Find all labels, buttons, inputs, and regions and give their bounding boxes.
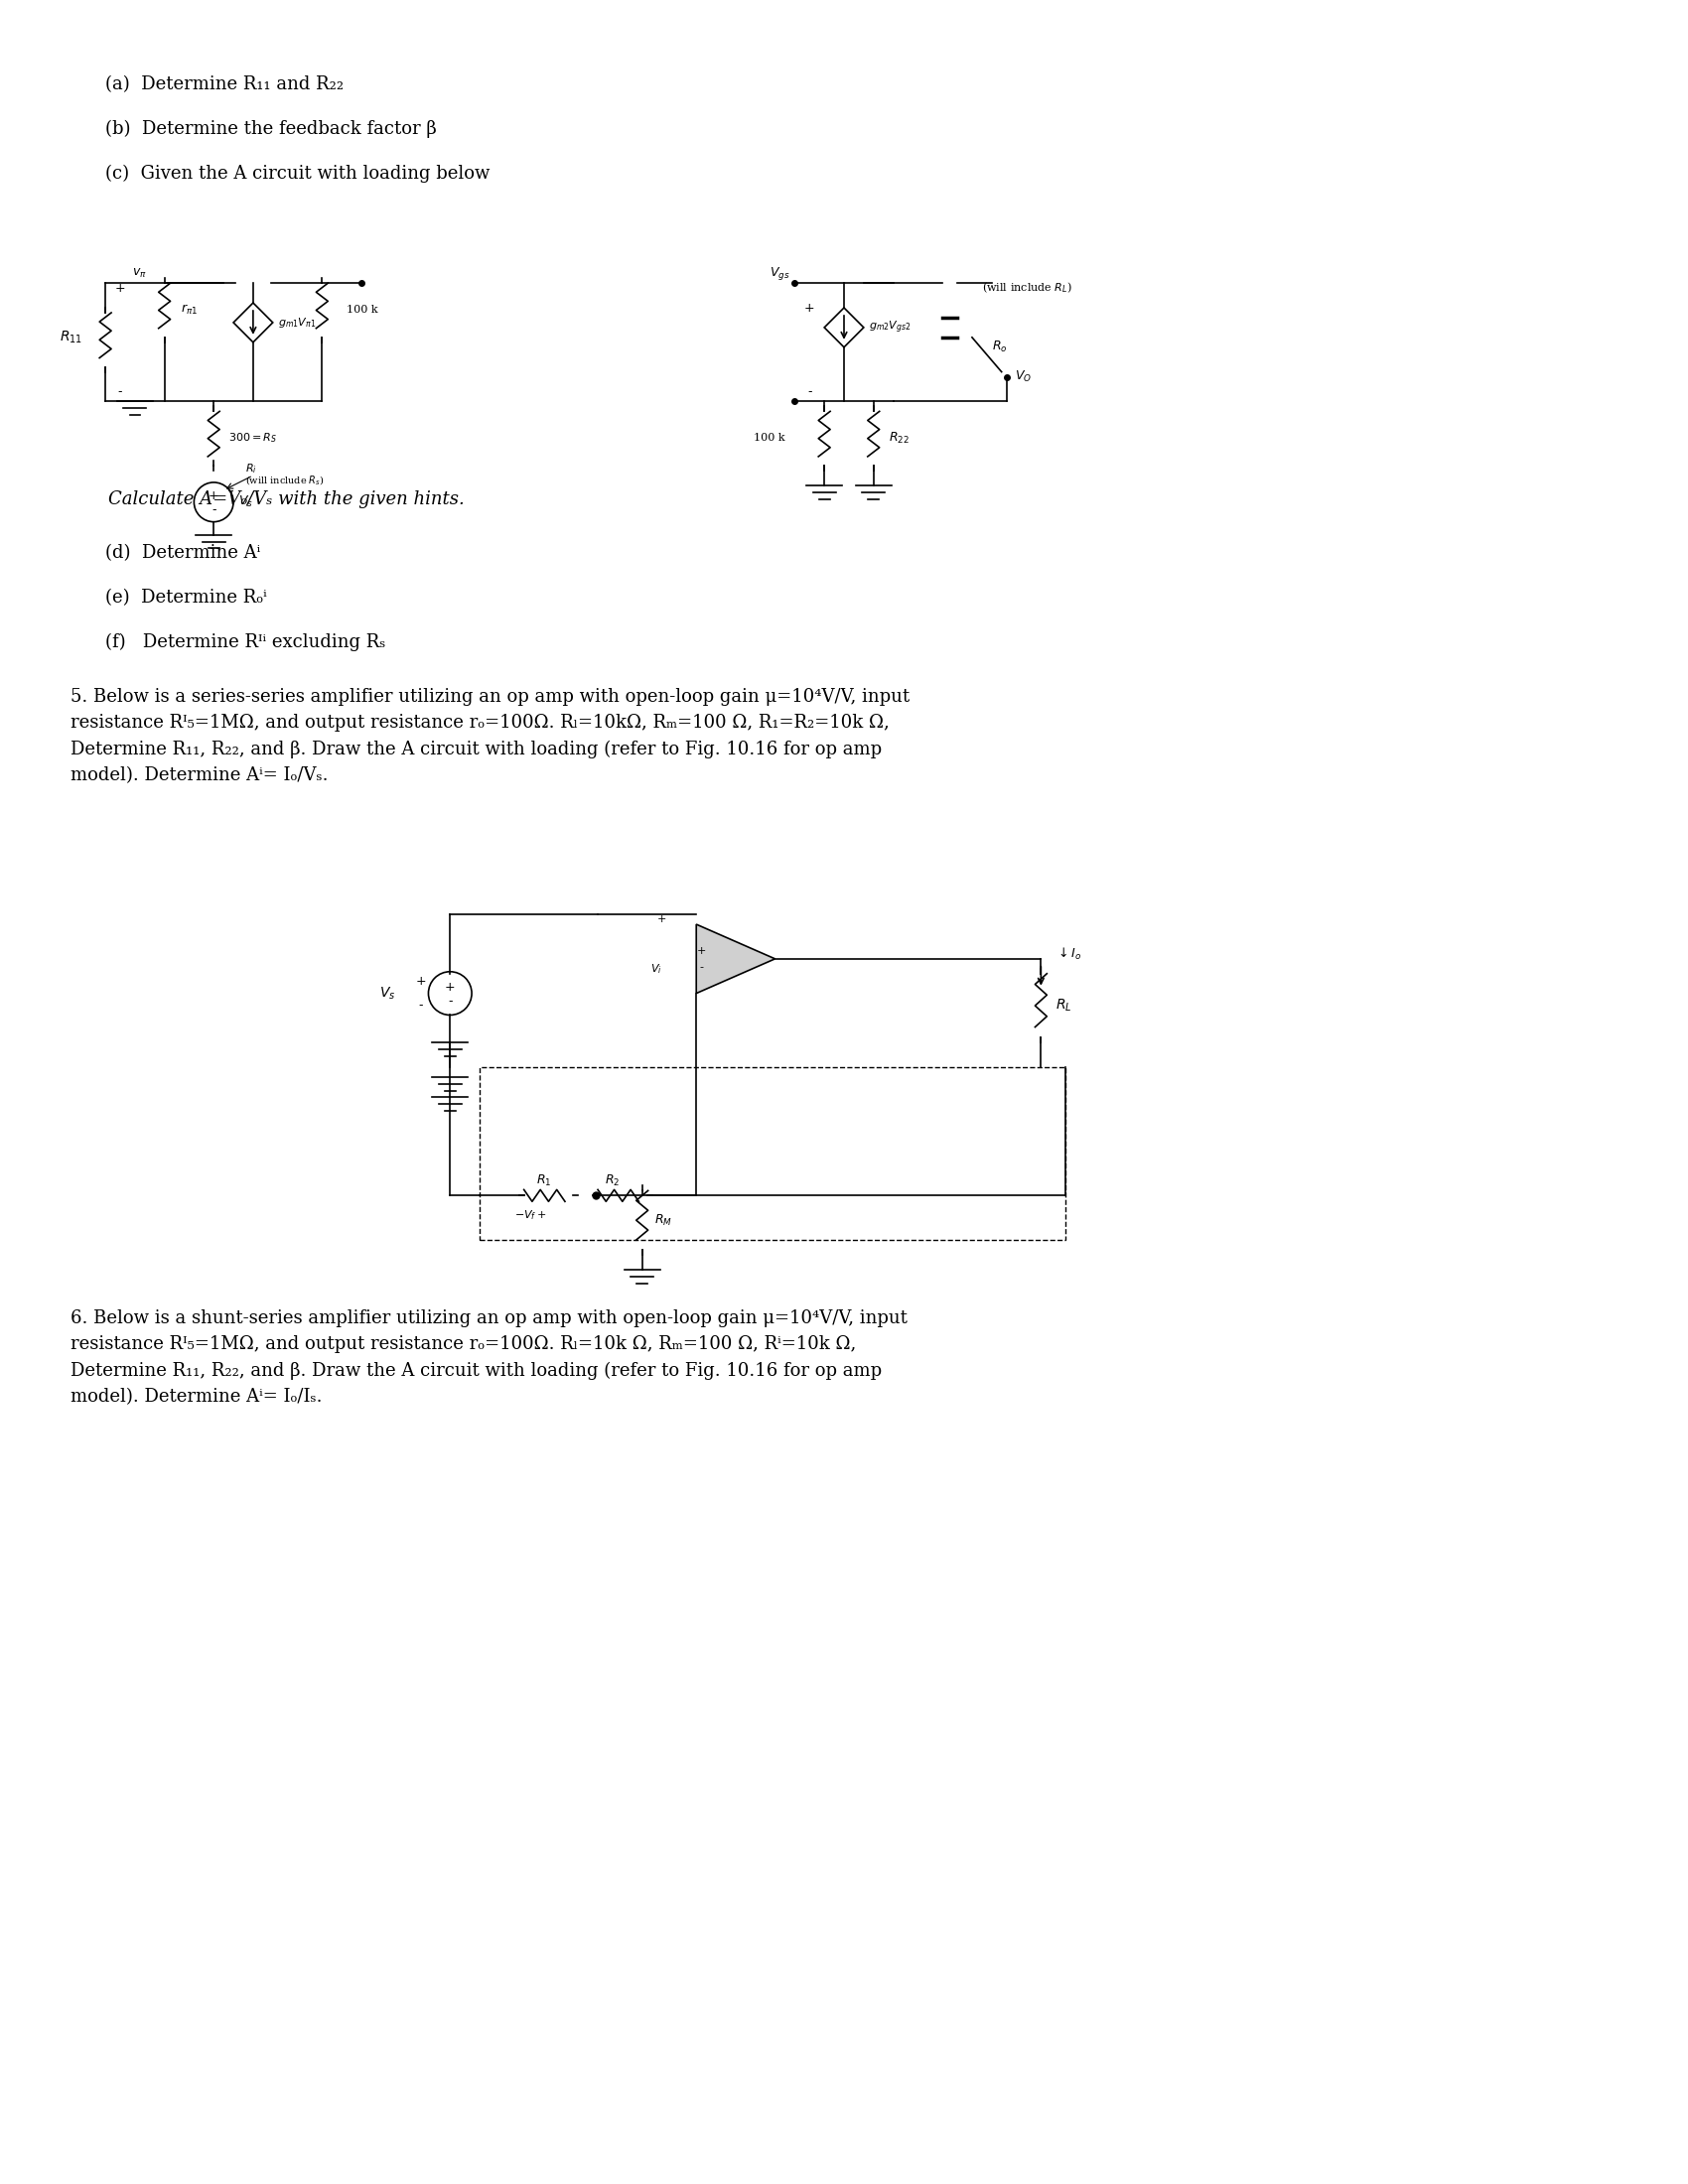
Text: (will include $R_s$): (will include $R_s$) [245,474,324,487]
Text: $V_{gs}$: $V_{gs}$ [770,264,790,282]
Text: $R_i$: $R_i$ [245,461,257,476]
Text: (f)   Determine Rᴵⁱ excluding Rₛ: (f) Determine Rᴵⁱ excluding Rₛ [105,633,387,651]
Text: +: + [803,301,815,314]
Text: -: - [447,994,452,1007]
Text: $R_{22}$: $R_{22}$ [888,430,910,446]
Text: +: + [697,946,706,957]
Text: +: + [415,974,425,987]
Text: -: - [211,505,216,515]
Text: +: + [657,915,667,924]
Text: -: - [419,998,422,1011]
Text: (will include $R_L$): (will include $R_L$) [982,282,1072,295]
Text: -: - [118,384,123,397]
Text: Calculate A=Vₒ/Vₛ with the given hints.: Calculate A=Vₒ/Vₛ with the given hints. [86,489,464,509]
Text: 5. Below is a series-series amplifier utilizing an op amp with open-loop gain μ=: 5. Below is a series-series amplifier ut… [71,688,910,784]
Text: $300=R_S$: $300=R_S$ [228,430,277,446]
Polygon shape [695,924,775,994]
Text: 100 k: 100 k [346,306,378,314]
Bar [479,1068,1065,1241]
Text: (e)  Determine Rₒⁱ: (e) Determine Rₒⁱ [105,590,267,607]
Text: +: + [115,282,125,295]
Text: $g_{m1}V_{\pi 1}$: $g_{m1}V_{\pi 1}$ [279,317,316,330]
Text: (b)  Determine the feedback factor β: (b) Determine the feedback factor β [105,120,437,138]
Text: +: + [446,981,456,994]
Text: $R_{11}$: $R_{11}$ [59,330,83,345]
Text: $V_i$: $V_i$ [650,961,662,976]
Text: 100 k: 100 k [753,432,785,443]
Text: 6. Below is a shunt-series amplifier utilizing an op amp with open-loop gain μ=1: 6. Below is a shunt-series amplifier uti… [71,1308,908,1406]
Text: $\downarrow I_o$: $\downarrow I_o$ [1055,946,1082,961]
Text: $R_M$: $R_M$ [653,1212,672,1227]
Text: +: + [208,489,219,502]
Text: (c)  Given the A circuit with loading below: (c) Given the A circuit with loading bel… [105,164,490,183]
Text: $-V_f+$: $-V_f+$ [515,1208,547,1223]
Text: $v_\pi$: $v_\pi$ [132,266,147,280]
Text: (d)  Determine Aⁱ: (d) Determine Aⁱ [105,544,260,563]
Text: -: - [699,961,704,972]
Text: $V_s$: $V_s$ [380,985,397,1002]
Text: $r_{\pi 1}$: $r_{\pi 1}$ [181,304,197,317]
Text: $R_o$: $R_o$ [993,341,1008,354]
Text: $R_L$: $R_L$ [1055,998,1072,1013]
Text: (a)  Determine R₁₁ and R₂₂: (a) Determine R₁₁ and R₂₂ [105,76,344,94]
Text: -: - [807,384,812,397]
Text: $R_1$: $R_1$ [537,1173,552,1188]
Text: $g_{m2}V_{gs2}$: $g_{m2}V_{gs2}$ [869,319,912,336]
Text: $V_s$: $V_s$ [238,494,253,509]
Text: $V_O$: $V_O$ [1014,369,1031,384]
Text: $R_2$: $R_2$ [604,1173,619,1188]
